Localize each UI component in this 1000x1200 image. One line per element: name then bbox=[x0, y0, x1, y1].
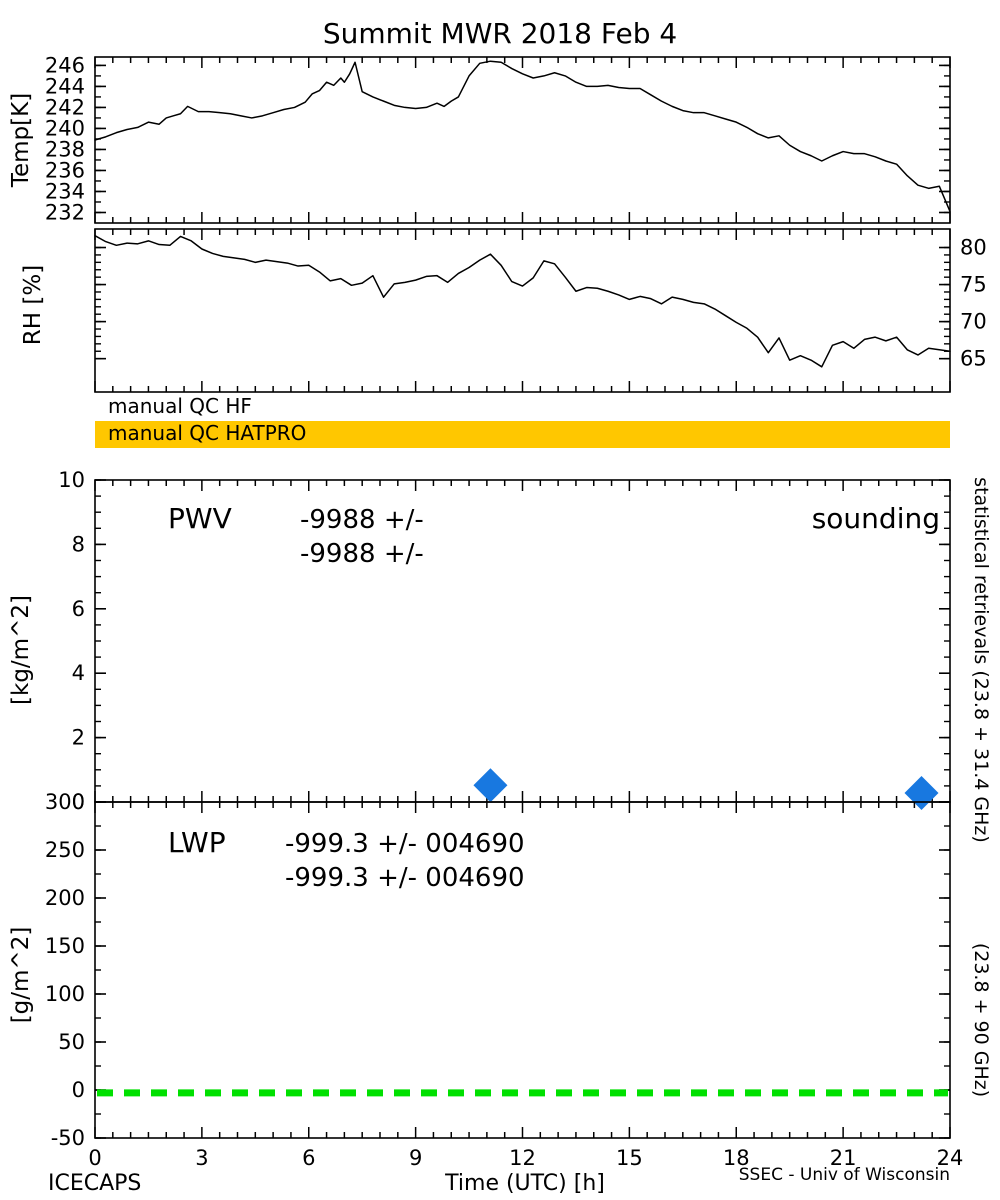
footer-center: Time (UTC) [h] bbox=[444, 1171, 605, 1196]
y-tick-label: 242 bbox=[45, 95, 85, 119]
humidity-axis-title: RH [%] bbox=[20, 265, 46, 345]
x-tick-label: 6 bbox=[302, 1146, 315, 1170]
y-tick-label: 234 bbox=[45, 179, 85, 203]
x-axis-tick-labels: 0 3 6 9 12 15 18 21 24 bbox=[88, 1146, 963, 1170]
y-tick-label: 236 bbox=[45, 158, 85, 182]
x-tick-label: 21 bbox=[830, 1146, 857, 1170]
humidity-x-ticks bbox=[94, 229, 951, 392]
page-title: Summit MWR 2018 Feb 4 bbox=[323, 17, 677, 50]
y-tick-label: 70 bbox=[960, 310, 987, 334]
lwp-panel: -50 0 50 100 150 200 250 300 [g/m^2] LWP -999.3… bbox=[8, 790, 951, 1150]
y-tick-label: 75 bbox=[960, 273, 987, 297]
y-tick-label: 0 bbox=[72, 790, 85, 814]
y-tick-label: 250 bbox=[45, 838, 85, 862]
footer-right: SSEC - Univ of Wisconsin bbox=[739, 1165, 950, 1185]
y-tick-label: 10 bbox=[58, 468, 85, 492]
y-tick-label: 80 bbox=[960, 236, 987, 260]
y-tick-label: 6 bbox=[72, 597, 85, 621]
temperature-y-ticks bbox=[95, 64, 950, 214]
temperature-x-ticks bbox=[94, 57, 951, 223]
y-tick-label: 232 bbox=[45, 200, 85, 224]
y-tick-label: 50 bbox=[58, 1030, 85, 1054]
pwv-value-black: -9988 +/- bbox=[300, 505, 424, 535]
y-tick-label: 150 bbox=[45, 934, 85, 958]
x-tick-label: 15 bbox=[616, 1146, 643, 1170]
sounding-diamond-marker[interactable] bbox=[473, 768, 508, 803]
lwp-value-black: -999.3 +/- 004690 bbox=[285, 829, 525, 859]
sounding-legend-label: sounding bbox=[812, 502, 940, 535]
lwp-y-tick-labels: -50 0 50 100 150 200 250 300 bbox=[45, 790, 85, 1150]
y-tick-label: 200 bbox=[45, 886, 85, 910]
x-tick-label: 18 bbox=[723, 1146, 750, 1170]
side-label-red: (23.8 + 90 GHz) bbox=[970, 943, 992, 1097]
humidity-panel: 65 70 75 80 RH [%] bbox=[20, 228, 987, 393]
x-tick-label: 3 bbox=[195, 1146, 208, 1170]
lwp-value-red: -999.3 +/- 004690 bbox=[285, 863, 525, 893]
lwp-y-ticks bbox=[95, 801, 950, 1139]
y-tick-label: 240 bbox=[45, 116, 85, 140]
x-tick-label: 24 bbox=[937, 1146, 964, 1170]
pwv-panel: 0 2 4 6 8 10 [kg/m^2] PWV -9988 +/- -9988 +/-… bbox=[8, 468, 951, 814]
y-tick-label: 100 bbox=[45, 982, 85, 1006]
footer-left: ICECAPS bbox=[48, 1171, 141, 1196]
y-tick-label: 300 bbox=[45, 790, 85, 814]
lwp-axis-title: [g/m^2] bbox=[8, 927, 34, 1024]
y-tick-label: 238 bbox=[45, 137, 85, 161]
pwv-y-tick-labels: 0 2 4 6 8 10 bbox=[58, 468, 85, 814]
lwp-x-ticks bbox=[94, 802, 951, 1138]
pwv-value-red: -9988 +/- bbox=[300, 539, 424, 569]
lwp-panel-label: LWP bbox=[168, 826, 226, 859]
qc-bars: manual QC HF manual QC HATPRO bbox=[95, 394, 950, 448]
y-tick-label: 0 bbox=[72, 1078, 85, 1102]
y-tick-label: 4 bbox=[72, 661, 85, 685]
qc-bar-hf-label: manual QC HF bbox=[108, 394, 252, 418]
qc-bar-hatpro-label: manual QC HATPRO bbox=[108, 421, 306, 445]
y-tick-label: 8 bbox=[72, 532, 85, 556]
qc-bar-hatpro-background[interactable] bbox=[95, 421, 950, 448]
y-tick-label: 246 bbox=[45, 53, 85, 77]
x-tick-label: 12 bbox=[509, 1146, 536, 1170]
temperature-trace bbox=[94, 60, 951, 213]
pwv-panel-label: PWV bbox=[168, 502, 232, 535]
temperature-axis-title: Temp[K] bbox=[8, 93, 34, 188]
x-tick-label: 0 bbox=[88, 1146, 101, 1170]
side-label-black: statistical retrievals (23.8 + 31.4 GHz) bbox=[970, 477, 992, 843]
y-tick-label: 2 bbox=[72, 726, 85, 750]
y-tick-label: 244 bbox=[45, 74, 85, 98]
qc-bar-hf-background[interactable] bbox=[95, 396, 950, 421]
y-tick-label: 65 bbox=[960, 347, 987, 371]
pwv-axis-title: [kg/m^2] bbox=[8, 595, 34, 705]
y-tick-label: -50 bbox=[51, 1126, 85, 1150]
humidity-y-tick-labels: 65 70 75 80 bbox=[960, 236, 987, 371]
pwv-x-ticks bbox=[94, 480, 951, 802]
humidity-trace bbox=[94, 234, 951, 368]
x-tick-label: 9 bbox=[409, 1146, 422, 1170]
